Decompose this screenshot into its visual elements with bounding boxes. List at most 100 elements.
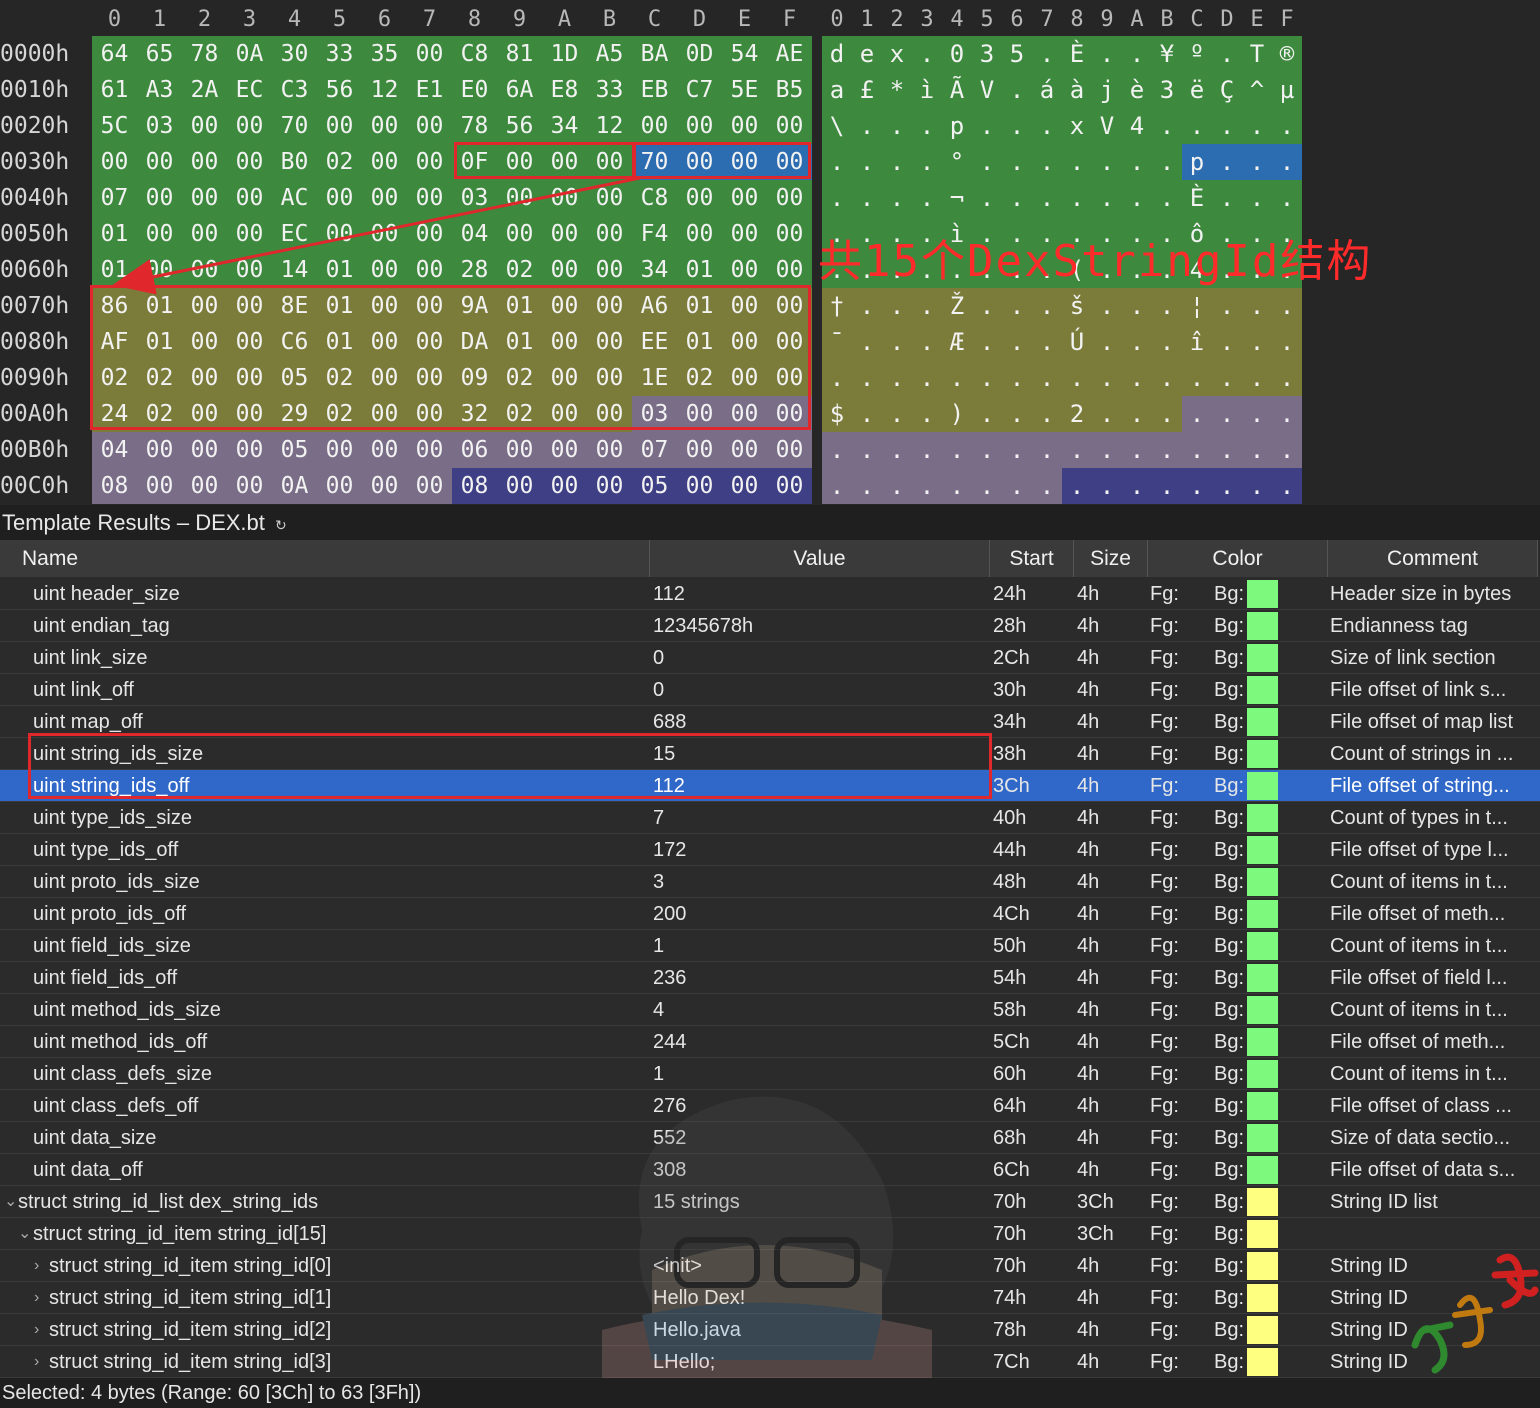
- ascii-char[interactable]: .: [1272, 144, 1302, 180]
- hex-byte[interactable]: 00: [137, 180, 182, 216]
- ascii-char[interactable]: .: [912, 468, 942, 504]
- color-swatch[interactable]: [1247, 1284, 1278, 1312]
- ascii-char[interactable]: d: [822, 36, 852, 72]
- hex-byte[interactable]: 07: [632, 432, 677, 468]
- ascii-char[interactable]: .: [1212, 468, 1242, 504]
- hex-byte[interactable]: 00: [677, 216, 722, 252]
- hex-byte[interactable]: 00: [542, 432, 587, 468]
- ascii-char[interactable]: .: [1242, 252, 1272, 288]
- ascii-char[interactable]: a: [822, 72, 852, 108]
- hex-byte[interactable]: 00: [362, 324, 407, 360]
- hex-byte[interactable]: 00: [542, 324, 587, 360]
- color-swatch[interactable]: [1247, 964, 1278, 992]
- table-row[interactable]: uint endian_tag 12345678h 28h 4h Fg: Bg: Endia…: [0, 610, 1540, 642]
- ascii-char[interactable]: .: [1092, 36, 1122, 72]
- hex-byte[interactable]: 00: [542, 216, 587, 252]
- color-swatch[interactable]: [1247, 868, 1278, 896]
- ascii-char[interactable]: .: [1122, 324, 1152, 360]
- hex-byte[interactable]: 6A: [497, 72, 542, 108]
- hex-byte[interactable]: 08: [92, 468, 137, 504]
- hex-byte[interactable]: BA: [632, 36, 677, 72]
- hex-byte[interactable]: 00: [542, 360, 587, 396]
- ascii-char[interactable]: .: [1092, 360, 1122, 396]
- ascii-char[interactable]: è: [1122, 72, 1152, 108]
- ascii-char[interactable]: .: [1272, 108, 1302, 144]
- hex-byte[interactable]: 00: [137, 432, 182, 468]
- hex-byte[interactable]: 32: [452, 396, 497, 432]
- hex-byte[interactable]: 00: [362, 432, 407, 468]
- hex-byte[interactable]: 00: [677, 108, 722, 144]
- hex-byte[interactable]: 00: [407, 324, 452, 360]
- table-row[interactable]: uint type_ids_size 7 40h 4h Fg: Bg: Count of t…: [0, 802, 1540, 834]
- ascii-char[interactable]: .: [1242, 360, 1272, 396]
- hex-byte[interactable]: 03: [452, 180, 497, 216]
- ascii-char[interactable]: .: [1122, 396, 1152, 432]
- ascii-char[interactable]: .: [1002, 324, 1032, 360]
- ascii-char[interactable]: ¦: [1182, 288, 1212, 324]
- ascii-char[interactable]: .: [882, 288, 912, 324]
- hex-byte[interactable]: 00: [317, 468, 362, 504]
- ascii-char[interactable]: .: [882, 360, 912, 396]
- table-row[interactable]: ⌄ struct string_id_item string_id[15] 70h 3…: [0, 1218, 1540, 1250]
- ascii-char[interactable]: .: [972, 108, 1002, 144]
- ascii-char[interactable]: .: [1272, 468, 1302, 504]
- ascii-char[interactable]: .: [972, 360, 1002, 396]
- ascii-char[interactable]: .: [1092, 396, 1122, 432]
- ascii-char[interactable]: .: [852, 468, 882, 504]
- hex-byte[interactable]: 00: [722, 252, 767, 288]
- hex-byte[interactable]: 00: [587, 144, 632, 180]
- hex-byte[interactable]: 00: [767, 108, 812, 144]
- ascii-char[interactable]: .: [1002, 180, 1032, 216]
- ascii-char[interactable]: .: [1212, 180, 1242, 216]
- ascii-char[interactable]: .: [912, 108, 942, 144]
- hex-byte[interactable]: 00: [407, 432, 452, 468]
- ascii-char[interactable]: .: [912, 396, 942, 432]
- hex-byte[interactable]: 02: [497, 252, 542, 288]
- ascii-char[interactable]: .: [822, 144, 852, 180]
- hex-byte[interactable]: 03: [137, 108, 182, 144]
- hex-byte[interactable]: 2A: [182, 72, 227, 108]
- hex-byte[interactable]: 00: [767, 252, 812, 288]
- hex-byte[interactable]: 00: [587, 396, 632, 432]
- expand-chevron-icon[interactable]: ›: [34, 1353, 40, 1370]
- table-row[interactable]: › struct string_id_item string_id[1] Hello…: [0, 1282, 1540, 1314]
- hex-byte[interactable]: 64: [92, 36, 137, 72]
- color-swatch[interactable]: [1247, 708, 1278, 736]
- table-row[interactable]: uint field_ids_off 236 54h 4h Fg: Bg: File off…: [0, 962, 1540, 994]
- table-row[interactable]: › struct string_id_item string_id[3] LHell…: [0, 1346, 1540, 1378]
- hex-byte[interactable]: 00: [362, 144, 407, 180]
- ascii-char[interactable]: p: [1182, 144, 1212, 180]
- ascii-char[interactable]: .: [852, 288, 882, 324]
- hex-byte[interactable]: 00: [362, 180, 407, 216]
- color-swatch[interactable]: [1247, 836, 1278, 864]
- ascii-char[interactable]: .: [852, 324, 882, 360]
- hex-byte[interactable]: 00: [407, 288, 452, 324]
- ascii-char[interactable]: .: [1002, 432, 1032, 468]
- ascii-char[interactable]: .: [912, 360, 942, 396]
- ascii-char[interactable]: î: [1182, 324, 1212, 360]
- hex-byte[interactable]: 00: [722, 324, 767, 360]
- table-row[interactable]: uint proto_ids_size 3 48h 4h Fg: Bg: Count of …: [0, 866, 1540, 898]
- ascii-char[interactable]: \: [822, 108, 852, 144]
- ascii-char[interactable]: .: [1212, 216, 1242, 252]
- color-swatch[interactable]: [1247, 804, 1278, 832]
- ascii-char[interactable]: µ: [1272, 72, 1302, 108]
- ascii-char[interactable]: 4: [1182, 252, 1212, 288]
- ascii-char[interactable]: .: [1122, 216, 1152, 252]
- hex-byte[interactable]: B0: [272, 144, 317, 180]
- ascii-char[interactable]: .: [1182, 468, 1212, 504]
- ascii-char[interactable]: .: [1062, 144, 1092, 180]
- ascii-char[interactable]: .: [1212, 288, 1242, 324]
- hex-byte[interactable]: 03: [632, 396, 677, 432]
- ascii-char[interactable]: à: [1062, 72, 1092, 108]
- ascii-char[interactable]: .: [852, 360, 882, 396]
- hex-byte[interactable]: 04: [92, 432, 137, 468]
- ascii-char[interactable]: .: [1152, 396, 1182, 432]
- color-swatch[interactable]: [1247, 1156, 1278, 1184]
- column-header-value[interactable]: Value: [650, 540, 990, 577]
- table-row[interactable]: uint link_off 0 30h 4h Fg: Bg: File offset of …: [0, 674, 1540, 706]
- hex-byte[interactable]: 00: [497, 144, 542, 180]
- column-header-comment[interactable]: Comment: [1328, 540, 1538, 577]
- hex-byte[interactable]: 00: [587, 288, 632, 324]
